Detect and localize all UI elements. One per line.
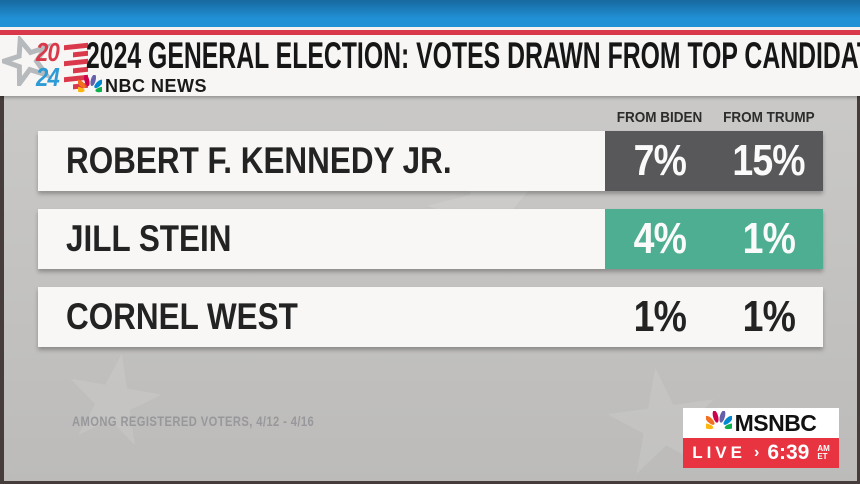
msnbc-bug: MSNBC LIVE › 6:39 AM ET [683,408,839,468]
live-badge: LIVE [692,443,746,462]
star-icon [0,33,53,91]
value-from-biden: 1% [633,292,686,341]
source-note: AMONG REGISTERED VOTERS, 4/12 - 4/16 [72,413,315,429]
column-header-from-biden: FROM BIDEN [616,109,703,126]
nbc-news-logo: NBC NEWS [73,74,207,98]
value-from-trump: 1% [742,214,795,263]
live-time-bar: LIVE › 6:39 AM ET [683,438,839,468]
header: 20 24 2024 GENERAL ELECTION: VOTES DRAWN… [0,33,860,98]
table-row: ROBERT F. KENNEDY JR. 7% 15% [38,131,823,191]
candidate-name: ROBERT F. KENNEDY JR. [66,140,452,181]
header-red-stripe [0,30,860,35]
chevron-right-icon: › [753,444,760,461]
msnbc-logo: MSNBC [683,408,839,438]
table-row: CORNEL WEST 1% 1% [38,287,823,347]
msnbc-peacock-icon [701,410,736,435]
header-white-stripe [0,27,860,30]
top-blue-bar [0,0,860,27]
value-from-trump: 1% [742,292,795,341]
row-values: 4% 1% [605,209,823,269]
table-row: JILL STEIN 4% 1% [38,209,823,269]
nbc-peacock-icon [73,74,107,98]
election-2024-logo: 20 24 [0,33,88,95]
clock-time: 6:39 [767,441,810,464]
msnbc-wordmark: MSNBC [734,409,817,436]
nbc-news-wordmark: NBC NEWS [105,76,207,96]
candidate-name: JILL STEIN [66,218,232,259]
column-header-from-trump: FROM TRUMP [722,109,815,126]
row-values: 7% 15% [605,131,823,191]
value-from-trump: 15% [732,136,805,185]
logo-year-top: 20 [36,37,60,67]
row-values: 1% 1% [605,287,823,347]
logo-year: 20 24 [36,37,63,92]
value-from-biden: 4% [633,214,686,263]
value-from-biden: 7% [633,136,686,185]
table-column-headers: FROM BIDEN FROM TRUMP [605,106,823,130]
logo-year-bottom: 24 [36,62,60,92]
clock-meridiem: AM ET [817,444,830,461]
page-title: 2024 GENERAL ELECTION: VOTES DRAWN FROM … [86,35,860,76]
candidate-name: CORNEL WEST [66,296,298,337]
